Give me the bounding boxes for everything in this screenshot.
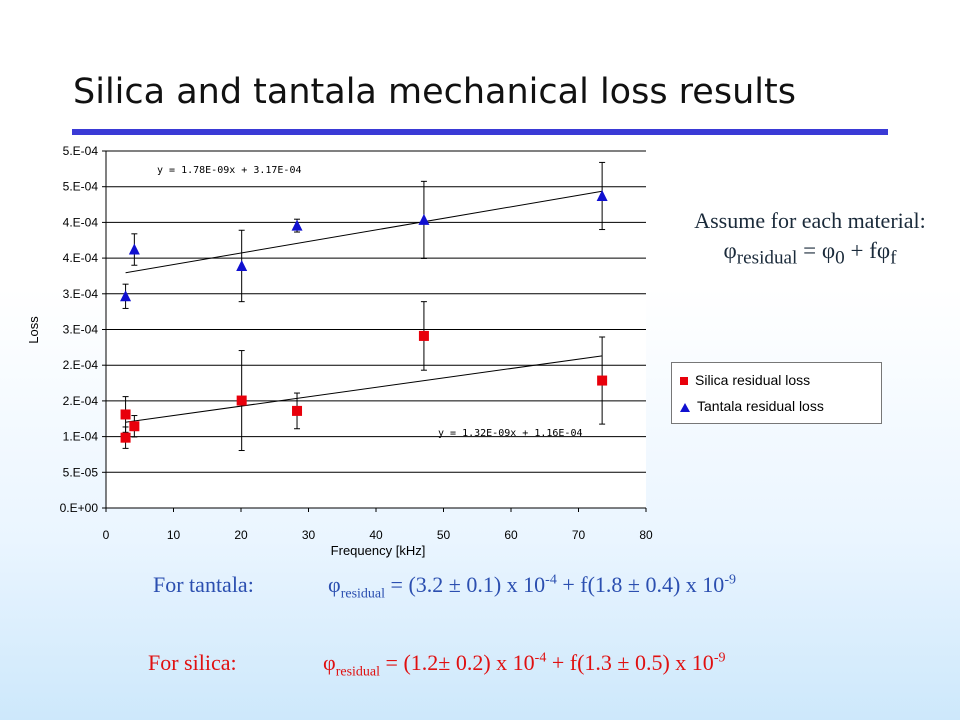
silica-data-point [292, 405, 303, 416]
x-tick-label: 60 [504, 528, 518, 542]
annotation-equation: φresidual = φ0 + fφf [723, 238, 897, 269]
x-tick-label: 20 [234, 528, 248, 542]
model-annotation: Assume for each material: φresidual = φ0… [660, 208, 960, 270]
y-tick-label: 4.E-04 [63, 251, 99, 265]
silica-data-point [129, 421, 140, 432]
tantala-data-point [291, 219, 303, 231]
x-tick-label: 10 [167, 528, 181, 542]
tantala-data-point [236, 259, 248, 271]
silica-data-point [597, 375, 608, 386]
legend-item-tantala: Tantala residual loss [680, 397, 824, 415]
y-tick-label: 5.E-04 [63, 180, 99, 194]
chart-legend: Silica residual loss Tantala residual lo… [671, 362, 882, 424]
y-tick-label: 2.E-04 [63, 394, 99, 408]
x-axis-label: Frequency [kHz] [331, 543, 426, 558]
silica-data-point [418, 330, 429, 341]
legend-item-silica: Silica residual loss [680, 371, 810, 389]
x-tick-label: 30 [302, 528, 316, 542]
fit-line-1 [125, 190, 603, 274]
x-tick-label: 40 [369, 528, 383, 542]
y-tick-label: 0.E+00 [60, 501, 99, 515]
tantala-data-point [418, 213, 430, 225]
y-tick-label: 2.E-04 [63, 358, 99, 372]
y-axis-label: Loss [26, 316, 41, 344]
silica-formula: For silica: φresidual = (1.2± 0.2) x 10-4… [148, 650, 726, 680]
x-tick-label: 50 [437, 528, 451, 542]
y-tick-label: 3.E-04 [63, 287, 99, 301]
tantala-formula: For tantala: φresidual = (3.2 ± 0.1) x 10… [153, 572, 736, 602]
fit-equation-label: y = 1.32E-09x + 1.16E-04 [438, 428, 583, 439]
y-tick-label: 3.E-04 [63, 323, 99, 337]
tantala-data-point [128, 243, 140, 255]
triangle-marker-icon [680, 402, 690, 412]
x-tick-label: 70 [572, 528, 586, 542]
fit-equation-label: y = 1.78E-09x + 3.17E-04 [157, 165, 302, 176]
tantala-data-point [596, 189, 608, 201]
y-tick-label: 4.E-04 [63, 215, 99, 229]
slide-title: Silica and tantala mechanical loss resul… [73, 72, 796, 112]
annotation-line1: Assume for each material: [694, 208, 926, 233]
title-underline [72, 129, 888, 135]
x-tick-label: 80 [639, 528, 653, 542]
silica-data-point [236, 395, 247, 406]
x-tick-label: 0 [103, 528, 110, 542]
y-tick-label: 5.E-04 [63, 144, 99, 158]
silica-data-point [120, 409, 131, 420]
y-tick-label: 1.E-04 [63, 430, 99, 444]
y-tick-label: 5.E-05 [63, 465, 99, 479]
square-marker-icon [680, 377, 688, 386]
silica-data-point [120, 432, 131, 443]
fit-line-0 [125, 355, 603, 423]
tantala-data-point [120, 290, 132, 302]
